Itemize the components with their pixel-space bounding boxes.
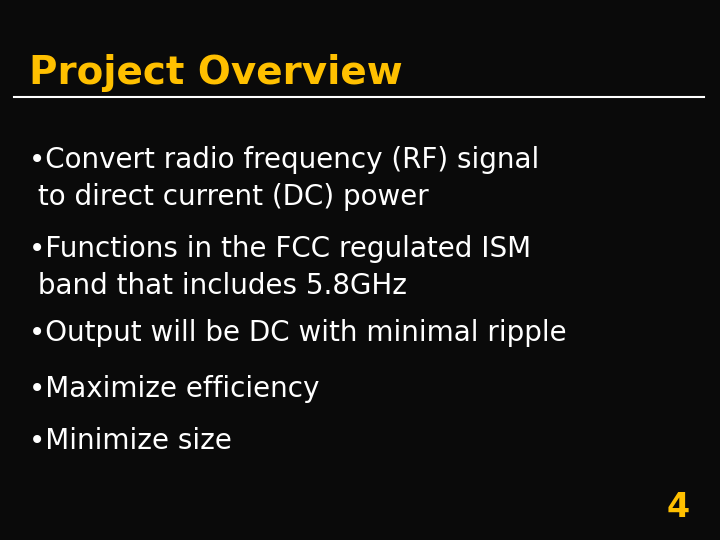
Text: 4: 4: [666, 491, 689, 524]
Text: •Maximize efficiency: •Maximize efficiency: [29, 375, 319, 403]
Text: •Functions in the FCC regulated ISM
 band that includes 5.8GHz: •Functions in the FCC regulated ISM band…: [29, 235, 531, 300]
Text: •Output will be DC with minimal ripple: •Output will be DC with minimal ripple: [29, 319, 567, 347]
Text: Project Overview: Project Overview: [29, 54, 402, 92]
Text: •Convert radio frequency (RF) signal
 to direct current (DC) power: •Convert radio frequency (RF) signal to …: [29, 146, 539, 211]
Text: •Minimize size: •Minimize size: [29, 427, 232, 455]
